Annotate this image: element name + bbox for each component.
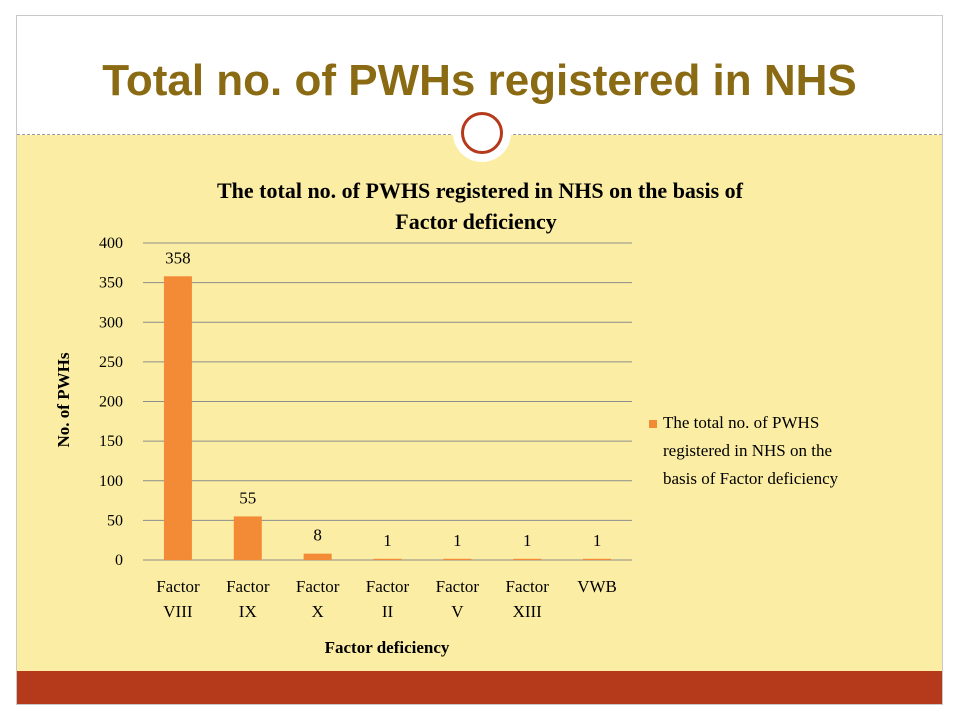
x-tick-label: Factor bbox=[226, 577, 270, 596]
y-tick-label: 50 bbox=[107, 512, 123, 529]
bar bbox=[303, 553, 332, 560]
slide-title: Total no. of PWHs registered in NHS bbox=[102, 56, 857, 105]
slide-frame bbox=[16, 15, 943, 705]
y-tick-label: 350 bbox=[99, 275, 123, 292]
y-tick-label: 250 bbox=[99, 354, 123, 371]
gridlines bbox=[143, 242, 632, 561]
x-tick-label: VWB bbox=[577, 577, 617, 596]
y-tick-label: 400 bbox=[99, 235, 123, 252]
circle-ornament-icon bbox=[453, 104, 511, 162]
y-tick-label: 100 bbox=[99, 473, 123, 490]
legend-line-3: basis of Factor deficiency bbox=[663, 469, 839, 488]
bar bbox=[443, 558, 472, 560]
chart-title-line-2: Factor deficiency bbox=[395, 209, 556, 234]
x-tick-label: Factor bbox=[296, 577, 340, 596]
legend-swatch bbox=[649, 420, 657, 428]
x-tick-label: Factor bbox=[366, 577, 410, 596]
data-label: 1 bbox=[383, 531, 392, 550]
bars: 358 55 8 1 1 1 1 bbox=[163, 248, 612, 560]
chart-title-line-1: The total no. of PWHS registered in NHS … bbox=[217, 178, 744, 203]
x-tick-label: V bbox=[451, 602, 464, 621]
y-axis-ticks: 0 50 100 150 200 250 300 350 400 bbox=[99, 235, 123, 569]
data-label: 1 bbox=[453, 531, 462, 550]
x-tick-label: VIII bbox=[163, 602, 193, 621]
y-tick-label: 0 bbox=[115, 552, 123, 569]
x-axis-label: Factor deficiency bbox=[325, 638, 450, 657]
x-tick-label: Factor bbox=[156, 577, 200, 596]
x-tick-label: Factor bbox=[505, 577, 549, 596]
x-tick-label: X bbox=[312, 602, 324, 621]
x-axis-ticks: Factor VIII Factor IX Factor X Factor II Factor V… bbox=[156, 577, 617, 621]
x-tick-label: IX bbox=[239, 602, 257, 621]
legend-line-2: registered in NHS on the bbox=[663, 441, 832, 460]
legend-line-1: The total no. of PWHS bbox=[663, 413, 819, 432]
chart-title: The total no. of PWHS registered in NHS … bbox=[217, 178, 744, 234]
data-label: 358 bbox=[165, 248, 191, 267]
y-tick-label: 300 bbox=[99, 314, 123, 331]
y-axis-label: No. of PWHs bbox=[54, 352, 73, 447]
y-tick-label: 150 bbox=[99, 433, 123, 450]
x-tick-label: II bbox=[382, 602, 394, 621]
bar bbox=[233, 516, 262, 560]
legend: The total no. of PWHS registered in NHS … bbox=[649, 413, 839, 488]
data-label: 1 bbox=[593, 531, 602, 550]
data-label: 8 bbox=[313, 526, 322, 545]
bottom-accent-bar bbox=[17, 671, 942, 704]
data-label: 1 bbox=[523, 531, 532, 550]
x-tick-label: XIII bbox=[513, 602, 543, 621]
bar bbox=[513, 558, 542, 560]
y-tick-label: 200 bbox=[99, 394, 123, 411]
ornament-ring bbox=[461, 112, 503, 154]
bar bbox=[163, 276, 192, 560]
bar bbox=[373, 558, 402, 560]
bar bbox=[583, 558, 612, 560]
x-tick-label: Factor bbox=[436, 577, 480, 596]
data-label: 55 bbox=[239, 488, 256, 507]
